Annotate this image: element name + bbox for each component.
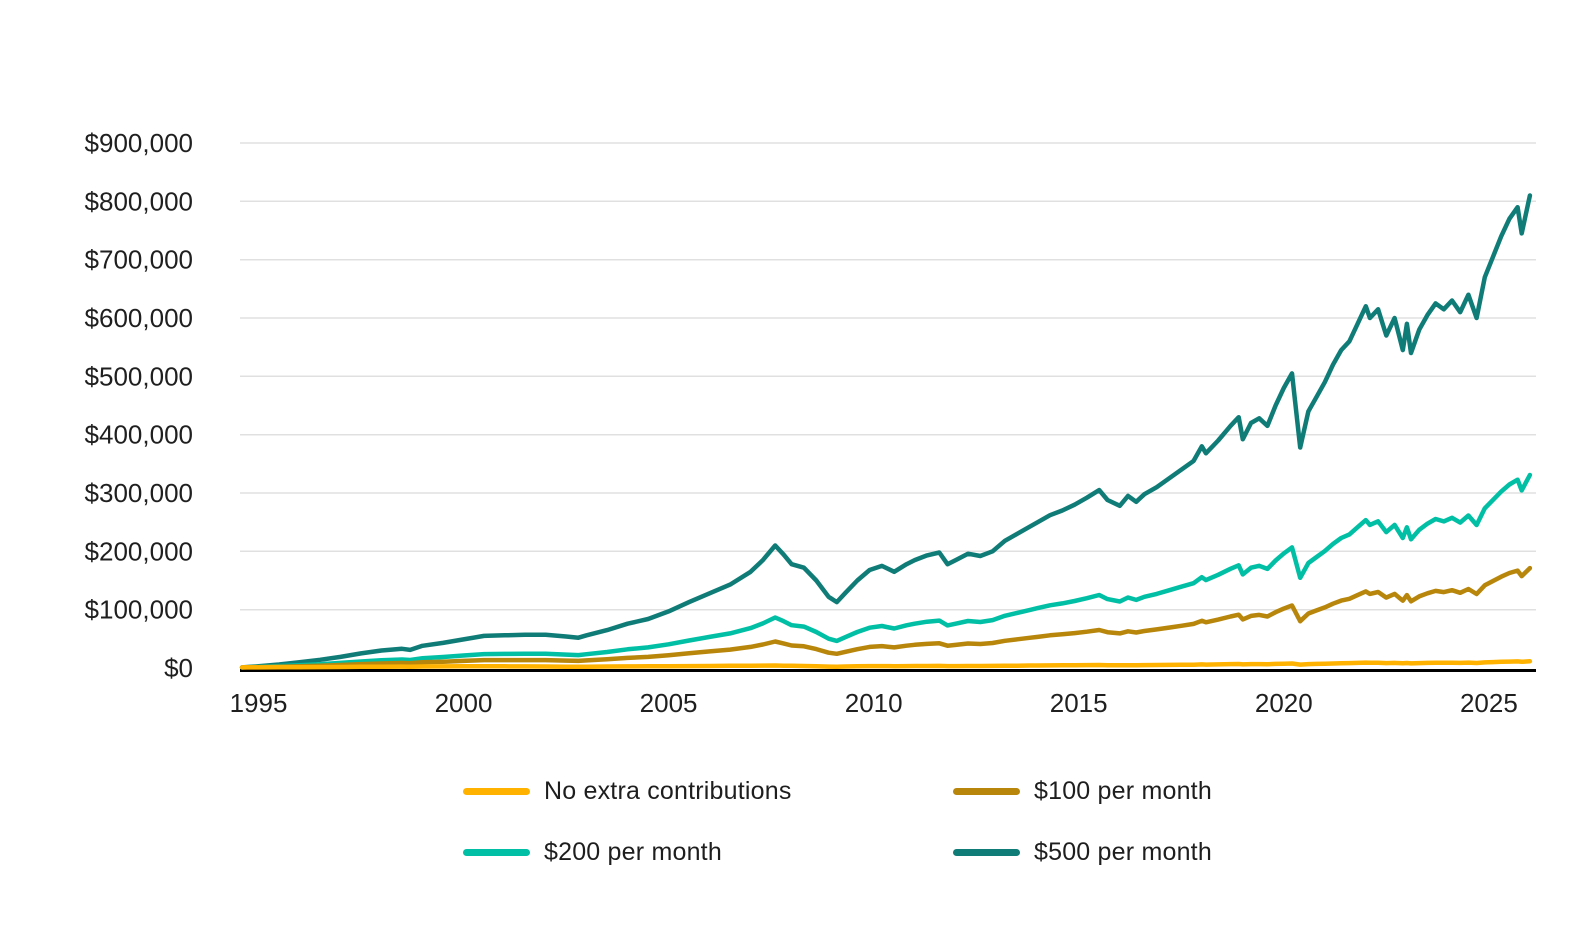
x-tick-label: 2020 — [1255, 688, 1313, 718]
legend-label: $100 per month — [1034, 776, 1212, 805]
legend-item-no-extra-contributions: No extra contributions — [463, 774, 792, 808]
series-line-1 — [239, 565, 1533, 670]
y-tick-label: $400,000 — [85, 420, 193, 450]
y-tick-label: $500,000 — [85, 361, 193, 391]
x-tick-label: 2010 — [845, 688, 903, 718]
legend-swatch-100-per-month — [953, 787, 1020, 795]
legend-item-500-per-month: $500 per month — [953, 835, 1212, 869]
y-tick-label: $800,000 — [85, 186, 193, 216]
y-tick-label: $900,000 — [85, 128, 193, 158]
legend-label: $200 per month — [544, 837, 722, 866]
legend-item-200-per-month: $200 per month — [463, 835, 722, 869]
x-tick-label: 2005 — [640, 688, 698, 718]
series-line-2 — [239, 472, 1533, 670]
y-tick-label: $0 — [164, 653, 193, 683]
x-tick-label: 2000 — [435, 688, 493, 718]
legend-item-100-per-month: $100 per month — [953, 774, 1212, 808]
y-tick-label: $600,000 — [85, 303, 193, 333]
legend-swatch-no-extra-contributions — [463, 787, 530, 795]
series-line-3 — [239, 193, 1533, 670]
legend-swatch-500-per-month — [953, 848, 1020, 856]
x-tick-label: 1995 — [230, 688, 288, 718]
legend-label: $500 per month — [1034, 837, 1212, 866]
x-tick-label: 2025 — [1460, 688, 1518, 718]
legend-label: No extra contributions — [544, 776, 792, 805]
series-line-0 — [239, 659, 1533, 670]
y-tick-label: $200,000 — [85, 536, 193, 566]
x-tick-label: 2015 — [1050, 688, 1108, 718]
y-tick-label: $700,000 — [85, 245, 193, 275]
y-tick-label: $100,000 — [85, 595, 193, 625]
legend-swatch-200-per-month — [463, 848, 530, 856]
y-tick-label: $300,000 — [85, 478, 193, 508]
